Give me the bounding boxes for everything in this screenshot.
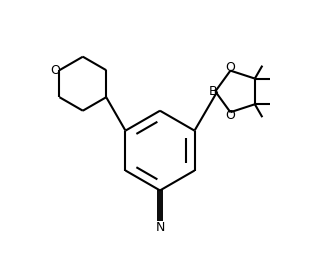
Text: N: N [155,221,165,234]
Text: O: O [226,61,235,74]
Text: O: O [226,109,235,122]
Text: O: O [50,64,60,77]
Text: B: B [209,85,218,98]
